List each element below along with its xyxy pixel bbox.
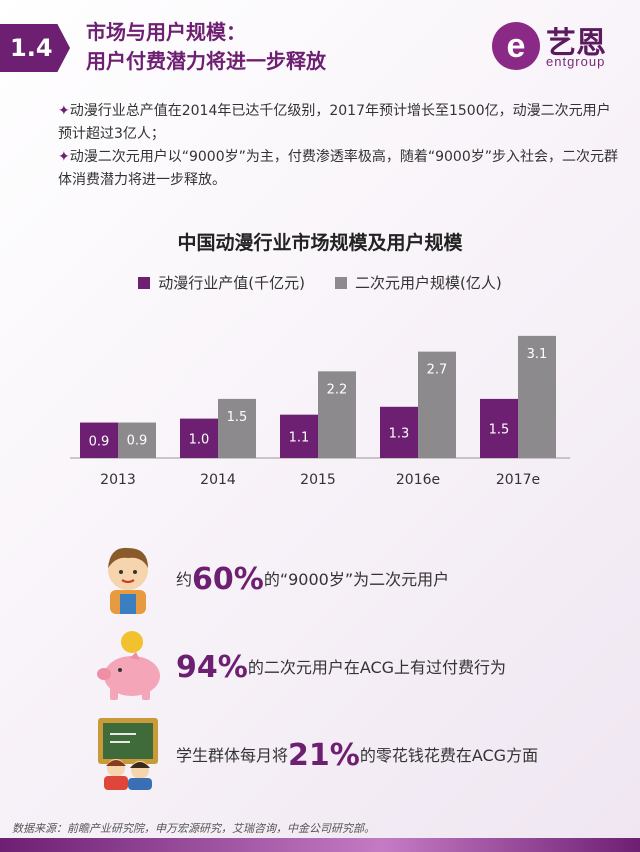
logo-cn-text: 艺恩 [546, 26, 606, 61]
bar-output-2017e [480, 398, 518, 458]
data-label-users-2015: 2.2 [327, 382, 348, 397]
logo-mark: e [492, 22, 540, 70]
section-badge: 1.4 [0, 24, 70, 72]
stat-prefix: 约 [176, 570, 193, 589]
legend-swatch-output [138, 276, 151, 289]
data-label-users-2014: 1.5 [227, 410, 248, 425]
legend-label-users: 二次元用户规模(亿人) [355, 274, 502, 292]
bar-users-2014 [218, 398, 256, 458]
data-label-output-2014: 1.0 [189, 432, 210, 447]
stat-percent: 94% [176, 650, 248, 685]
x-tick-label-2017e: 2017e [496, 472, 540, 488]
piggy-bank-icon [97, 631, 160, 700]
bar-output-2013 [80, 422, 118, 458]
footer-bar [0, 838, 640, 852]
stat-text: 约60%的“9000岁”为二次元用户 [176, 562, 449, 597]
bullet-item: ✦动漫行业总产值在2014年已达千亿级别，2017年预计增长至1500亿，动漫二… [58, 100, 618, 146]
data-label-output-2017e: 1.5 [489, 422, 510, 437]
entgroup-logo: e 艺恩 entgroup [492, 18, 622, 76]
legend-item-output: 动漫行业产值(千亿元) [138, 272, 305, 293]
bar-output-2016e [380, 406, 418, 458]
title-line-2: 用户付费潜力将进一步释放 [86, 49, 326, 73]
legend-swatch-users [335, 276, 347, 289]
stat-row-students: 学生群体每月将21%的零花钱花费在ACG方面 [0, 716, 640, 796]
stat-suffix: 的“9000岁”为二次元用户 [263, 570, 450, 589]
header: 1.4 市场与用户规模： 用户付费潜力将进一步释放 e 艺恩 entgroup [0, 18, 640, 78]
bullet-text: 动漫行业总产值在2014年已达千亿级别，2017年预计增长至1500亿，动漫二次… [58, 103, 611, 142]
data-label-users-2017e: 3.1 [527, 347, 548, 362]
stat-percent: 60% [192, 562, 264, 597]
logo-en-text: entgroup [546, 54, 606, 69]
data-source-note: 数据来源：前瞻产业研究院，申万宏源研究，艾瑞咨询，中金公司研究部。 [12, 822, 375, 835]
legend-item-users: 二次元用户规模(亿人) [335, 272, 502, 293]
legend-label-output: 动漫行业产值(千亿元) [158, 274, 305, 292]
summary-bullets: ✦动漫行业总产值在2014年已达千亿级别，2017年预计增长至1500亿，动漫二… [58, 100, 618, 192]
bar-chart: 0.9 0.9 2013 1.0 1.5 2014 1.1 2.2 2015 1.3 2.7 2016… [70, 335, 570, 488]
stat-percent: 21% [288, 738, 360, 773]
bullet-item: ✦动漫二次元用户以“9000岁”为主，付费渗透率极高，随着“9000岁”步入社会… [58, 146, 618, 192]
chart-legend: 动漫行业产值(千亿元) 二次元用户规模(亿人) [0, 272, 640, 293]
data-label-users-2013: 0.9 [127, 434, 148, 449]
bar-users-2013 [118, 422, 156, 458]
data-label-output-2016e: 1.3 [389, 426, 410, 441]
bullet-text: 动漫二次元用户以“9000岁”为主，付费渗透率极高，随着“9000岁”步入社会，… [58, 149, 619, 188]
data-label-users-2016e: 2.7 [427, 363, 448, 378]
star-icon: ✦ [58, 149, 70, 165]
title-line-1: 市场与用户规模： [86, 20, 246, 44]
x-tick-label-2016e: 2016e [396, 472, 440, 488]
bar-users-2017e [518, 335, 556, 458]
chart-title: 中国动漫行业市场规模及用户规模 [177, 232, 463, 254]
stat-row-paying: 94%的二次元用户在ACG上有过付费行为 [0, 628, 640, 708]
data-label-output-2015: 1.1 [289, 430, 310, 445]
data-label-output-2013: 0.9 [89, 434, 110, 449]
bar-output-2015 [280, 414, 318, 458]
stats-section: 约60%的“9000岁”为二次元用户 94%的二次元用户在ACG上有过付费行为 [0, 530, 640, 810]
students-blackboard-icon [98, 718, 158, 790]
stat-row-9000: 约60%的“9000岁”为二次元用户 [0, 540, 640, 620]
bar-users-2015 [318, 371, 356, 458]
star-icon: ✦ [58, 103, 70, 119]
stat-prefix: 学生群体每月将 [176, 746, 289, 765]
boy-avatar-icon [108, 547, 148, 614]
stat-text: 学生群体每月将21%的零花钱花费在ACG方面 [176, 738, 538, 773]
x-tick-label-2015: 2015 [300, 472, 336, 488]
bar-users-2016e [418, 351, 456, 458]
bar-output-2014 [180, 418, 218, 458]
stat-text: 94%的二次元用户在ACG上有过付费行为 [176, 650, 506, 685]
x-tick-label-2013: 2013 [100, 472, 136, 488]
stat-suffix: 的二次元用户在ACG上有过付费行为 [247, 658, 507, 677]
x-tick-label-2014: 2014 [200, 472, 236, 488]
page-title: 市场与用户规模： 用户付费潜力将进一步释放 [86, 18, 326, 76]
stat-suffix: 的零花钱花费在ACG方面 [359, 746, 539, 765]
